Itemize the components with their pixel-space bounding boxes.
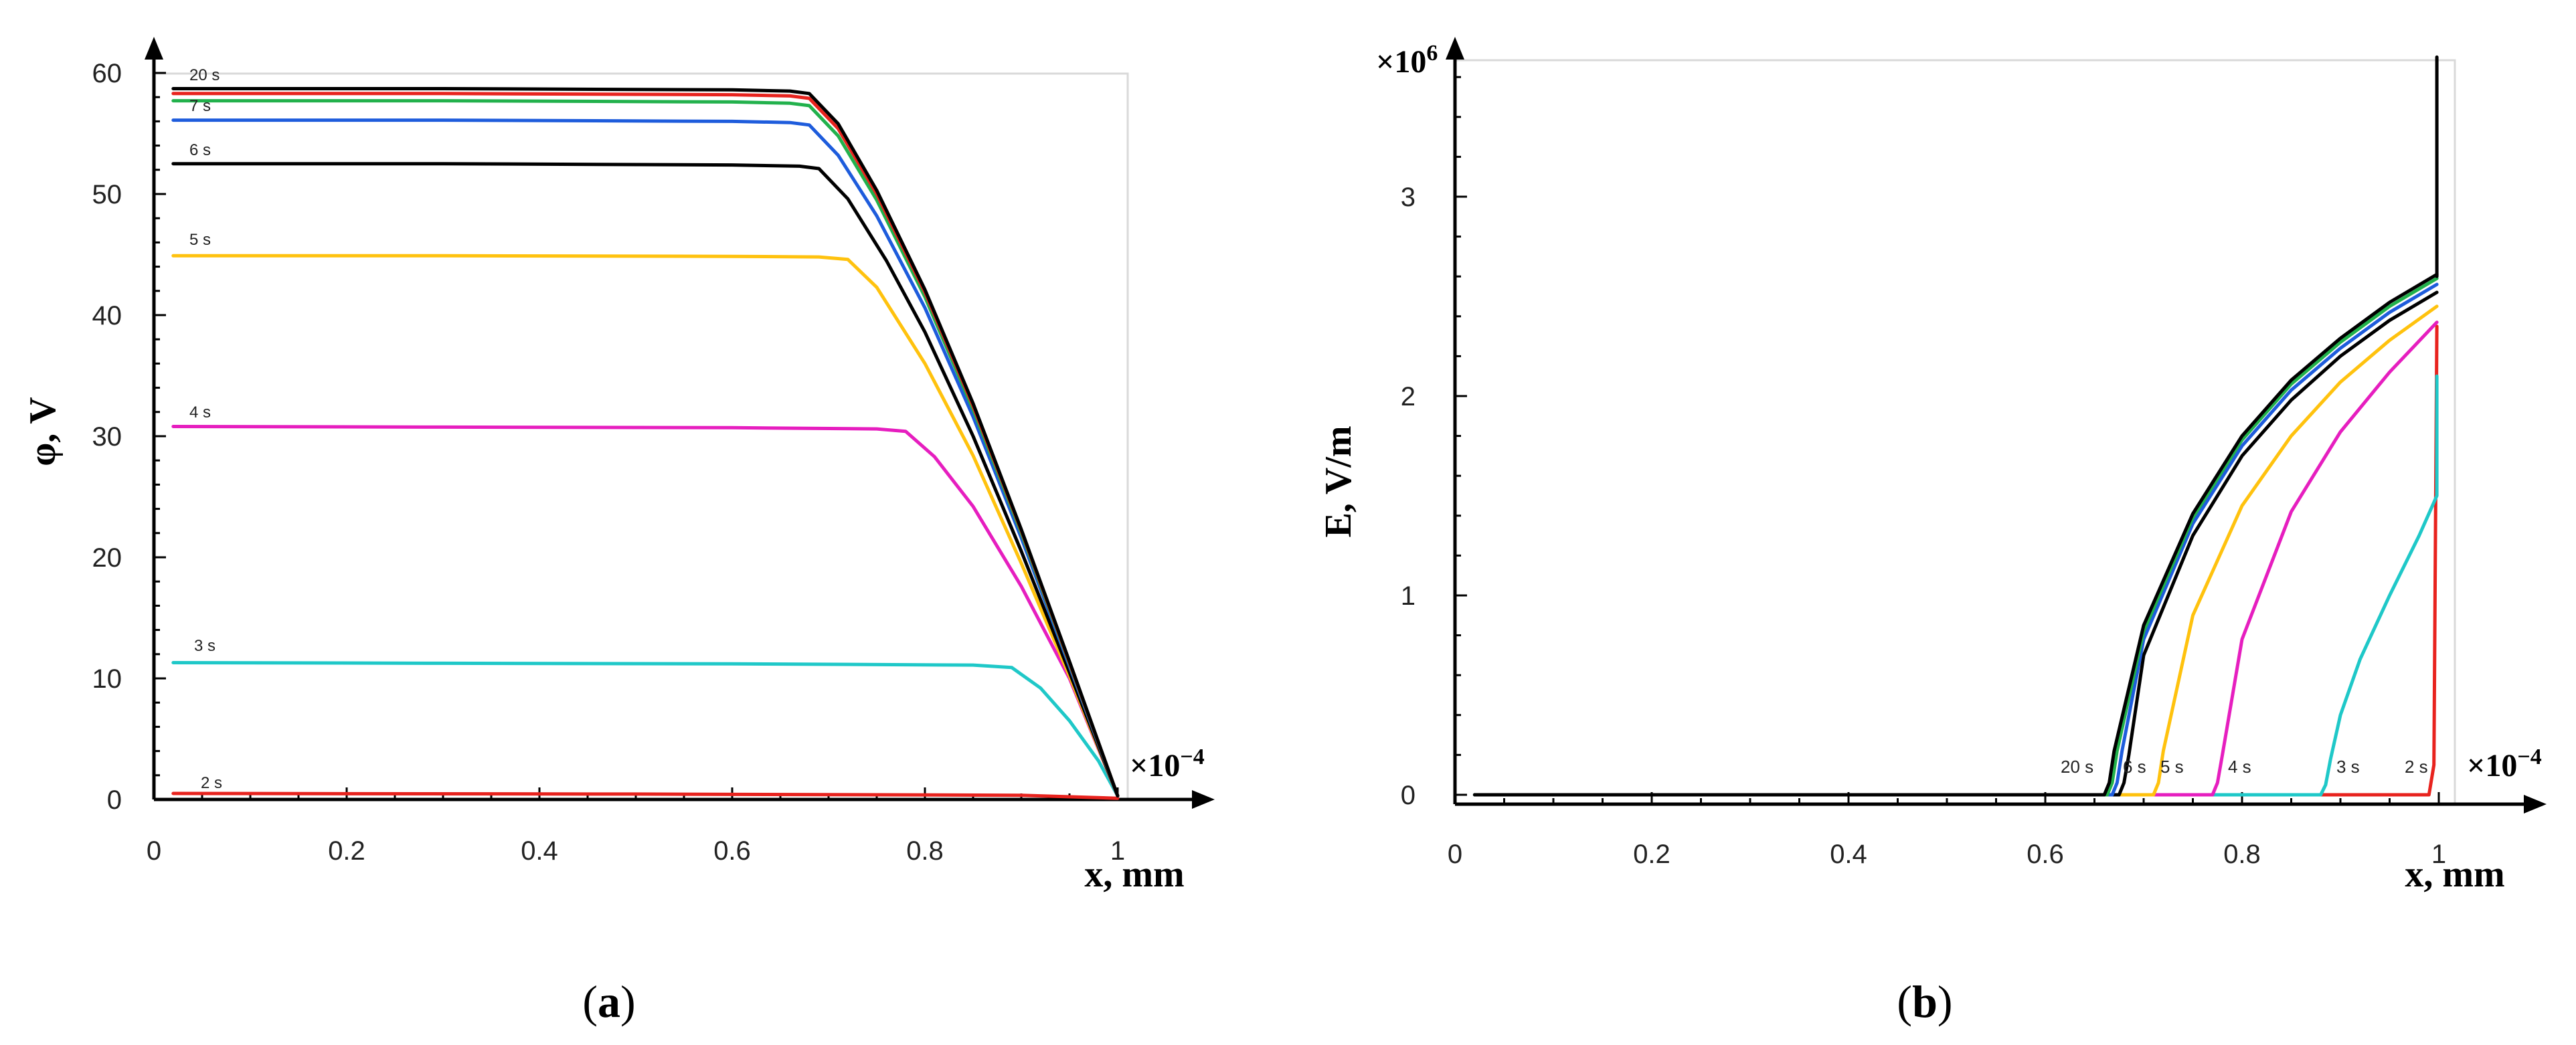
x-tick-label-b: 0 xyxy=(1448,840,1462,869)
x-tick-label-b: 0.4 xyxy=(1830,840,1867,869)
curve-label-b-5s: 5 s xyxy=(2160,757,2184,777)
x-axis-title-b: x, mm xyxy=(2405,854,2504,895)
y-axis-arrow-b xyxy=(1446,37,1464,60)
x-tick-label-a: 0.2 xyxy=(328,836,365,866)
x-multiplier-exp-b: −4 xyxy=(2517,745,2541,769)
x-multiplier-a: ×10−4 xyxy=(1130,745,1205,783)
panel-label-a: (a) xyxy=(582,976,635,1027)
series-line-b-2s xyxy=(1472,324,2439,797)
x-axis-title-a: x, mm xyxy=(1084,854,1184,895)
chart-panel-b: 0 0.2 0.4 0.6 0.8 1 0 1 2 3 2 s 3 s 4 s 5 s 6 s 20 s E… xyxy=(1318,37,2547,1027)
series-line-b-4s xyxy=(1472,320,2439,797)
plot-frame-a xyxy=(154,72,1129,799)
y-multiplier-base-b: ×10 xyxy=(1376,44,1426,80)
curve-label-a-4s: 4 s xyxy=(189,403,211,421)
x-multiplier-base-a: ×10 xyxy=(1130,748,1180,783)
curve-labels-a: 2 s 3 s 4 s 5 s 6 s 7 s 20 s xyxy=(189,66,222,792)
panel-letter-b: b xyxy=(1912,976,1938,1027)
series-line-a-5s xyxy=(171,254,1120,798)
plot-frame-a xyxy=(154,72,1129,799)
curve-label-b-4s: 4 s xyxy=(2228,757,2251,777)
y-tick-label-b: 0 xyxy=(1401,781,1415,810)
series-line-b-unlabeled-6 xyxy=(1472,276,2439,797)
y-tick-label-a: 0 xyxy=(107,785,122,815)
x-tick-label-a: 0.4 xyxy=(521,836,558,866)
curve-labels-b: 2 s 3 s 4 s 5 s 6 s 20 s xyxy=(2061,757,2428,777)
x-tick-label-a: 0.8 xyxy=(906,836,944,866)
series-line-b-20s xyxy=(1472,272,2439,797)
curve-label-a-6s: 6 s xyxy=(189,141,211,159)
x-tick-label-b: 0.2 xyxy=(1633,840,1670,869)
series-line-b-6s xyxy=(1472,290,2439,797)
plot-frame-b xyxy=(1455,59,2456,804)
y-tick-label-b: 2 xyxy=(1401,382,1415,411)
x-tick-label-a: 0 xyxy=(147,836,161,866)
curve-label-b-20s: 20 s xyxy=(2061,757,2093,777)
x-axis-arrow-a xyxy=(1192,790,1215,809)
y-axis-title-a: φ, V xyxy=(22,397,64,466)
series-line-a-2s xyxy=(171,791,1120,800)
y-tick-label-b: 3 xyxy=(1401,183,1415,212)
x-multiplier-b: ×10−4 xyxy=(2467,745,2542,783)
y-axis-title-b: E, V/m xyxy=(1318,426,1359,538)
panel-label-b: (b) xyxy=(1897,976,1952,1027)
y-tick-label-a: 50 xyxy=(92,180,122,209)
series-line-a-4s xyxy=(171,425,1120,798)
x-multiplier-exp-a: −4 xyxy=(1180,745,1204,769)
x-axis-arrow-b xyxy=(2524,795,2547,814)
y-tick-label-b: 1 xyxy=(1401,581,1415,611)
y-tick-label-a: 60 xyxy=(92,59,122,88)
curve-label-a-3s: 3 s xyxy=(194,637,216,655)
curve-label-b-3s: 3 s xyxy=(2336,757,2360,777)
y-tick-label-a: 30 xyxy=(92,422,122,452)
y-axis-arrow-a xyxy=(145,37,163,60)
axes-b xyxy=(1446,37,2547,814)
ticks-b: 0 0.2 0.4 0.6 0.8 1 0 1 2 3 xyxy=(1401,76,2446,869)
x-tick-label-b: 0.8 xyxy=(2223,840,2261,869)
y-tick-label-a: 20 xyxy=(92,543,122,573)
series-line-a-unlabeled-6 xyxy=(171,99,1120,798)
curve-label-a-20s: 20 s xyxy=(189,66,220,84)
curve-label-b-2s: 2 s xyxy=(2405,757,2428,777)
y-multiplier-exp-b: 6 xyxy=(1426,41,1438,66)
x-tick-label-a: 1 xyxy=(1110,836,1125,866)
series-line-a-3s xyxy=(171,661,1120,798)
series-line-b-3s xyxy=(1472,374,2439,797)
curve-label-a-2s: 2 s xyxy=(201,774,222,792)
series-line-b-unlabeled-5 xyxy=(1472,282,2439,797)
x-multiplier-base-b: ×10 xyxy=(2467,748,2517,783)
x-tick-label-a: 0.6 xyxy=(713,836,751,866)
x-tick-label-b: 0.6 xyxy=(2027,840,2064,869)
panel-letter-a: a xyxy=(598,976,620,1027)
series-group-b xyxy=(1472,55,2439,797)
x-tick-label-b: 1 xyxy=(2431,840,2446,869)
series-line-a-20s xyxy=(171,87,1120,798)
series-group-a xyxy=(171,87,1120,800)
y-tick-label-a: 40 xyxy=(92,301,122,330)
y-tick-label-a: 10 xyxy=(92,664,122,694)
y-multiplier-b: ×106 xyxy=(1376,41,1438,80)
axes-a xyxy=(145,37,1215,809)
curve-label-b-6s: 6 s xyxy=(2123,757,2146,777)
plot-frame-b xyxy=(1455,59,2456,804)
series-line-a-6s xyxy=(171,162,1120,798)
curve-label-a-7s: 7 s xyxy=(189,97,211,115)
curve-label-a-5s: 5 s xyxy=(189,231,211,249)
